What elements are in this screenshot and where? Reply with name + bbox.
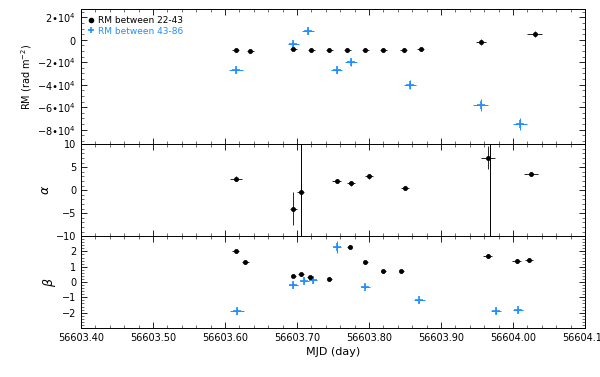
Legend: RM between 22-43, RM between 43-86: RM between 22-43, RM between 43-86 [86, 14, 185, 37]
Y-axis label: RM (rad m$^{-2}$): RM (rad m$^{-2}$) [20, 44, 34, 110]
Y-axis label: $\beta$: $\beta$ [41, 277, 58, 287]
X-axis label: MJD (day): MJD (day) [306, 347, 360, 357]
Y-axis label: $\alpha$: $\alpha$ [38, 185, 52, 195]
